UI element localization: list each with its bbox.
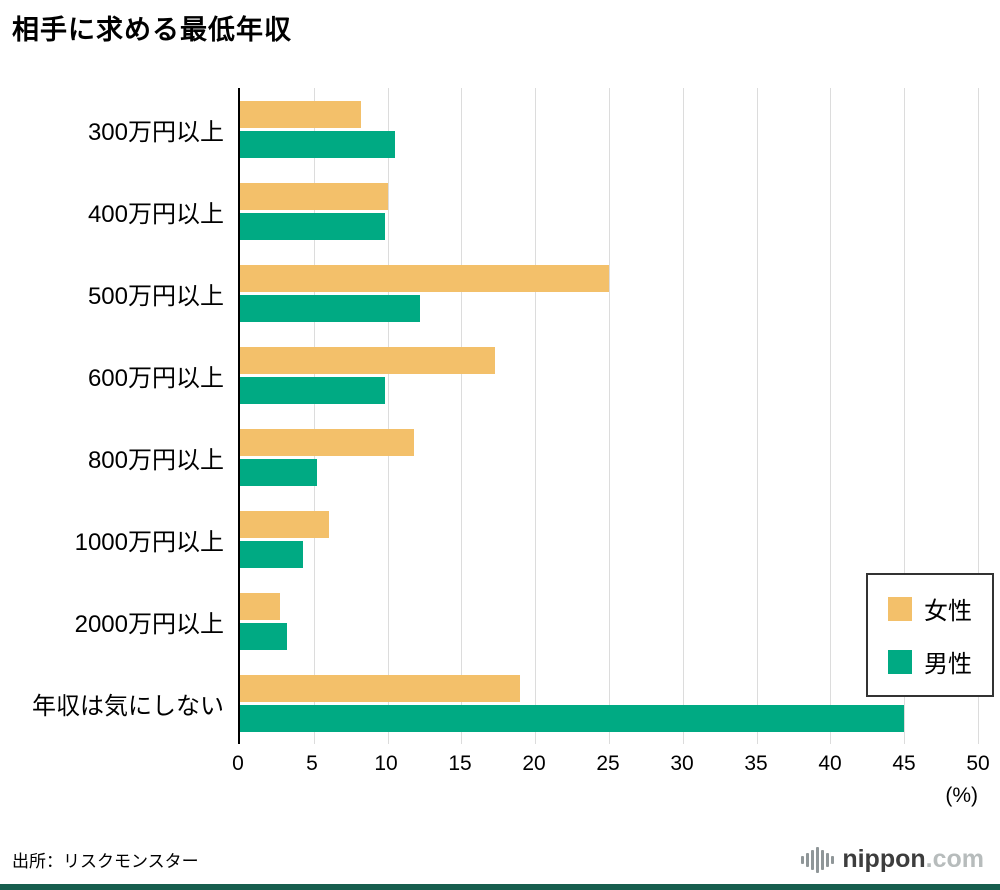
bar-男性 (240, 294, 421, 322)
category-label: 年収は気にしない (32, 692, 224, 720)
logo-tld: .com (925, 845, 984, 873)
x-tick-label: 30 (670, 752, 694, 775)
x-tick-label: 45 (892, 752, 916, 775)
gridline (904, 88, 906, 744)
bar-group (240, 662, 978, 744)
legend-label: 男性 (924, 651, 972, 678)
bar-男性 (240, 458, 317, 486)
source-note: 出所：リスクモンスター (12, 852, 199, 871)
bar-group (240, 580, 978, 662)
gridline (609, 88, 610, 744)
bar-女性 (240, 182, 388, 210)
x-axis-ticks: 0 5 10 15 20 25 30 35 40 45 50 (232, 744, 990, 778)
gridline (535, 88, 537, 744)
gridline (978, 88, 979, 744)
bar-group (240, 170, 978, 252)
legend: 女性 男性 (866, 573, 994, 697)
bar-男性 (240, 540, 304, 568)
bar-group (240, 88, 978, 170)
legend-item: 男性 (888, 644, 972, 679)
logo-text: nippon.com (842, 845, 984, 874)
legend-swatch (888, 596, 912, 621)
category-label: 400万円以上 (87, 200, 224, 228)
x-tick-label: 0 (232, 752, 244, 775)
bar-group (240, 334, 978, 416)
bar-男性 (240, 622, 288, 650)
bar-chart: 300万円以上 400万円以上 500万円以上 600万円以上 800万円以上 1000万… (12, 88, 990, 808)
bar-男性 (240, 130, 395, 158)
x-tick-label: 40 (818, 752, 842, 775)
x-tick-label: 25 (596, 752, 620, 775)
bar-女性 (240, 346, 496, 374)
bar-女性 (240, 264, 609, 292)
bar-男性 (240, 376, 385, 404)
footer: 出所：リスクモンスター nippon.com (12, 845, 984, 874)
gridline (830, 88, 832, 744)
gridline (756, 88, 758, 744)
bar-女性 (240, 592, 280, 620)
chart-body: 300万円以上 400万円以上 500万円以上 600万円以上 800万円以上 1000万… (12, 88, 979, 744)
plot-area (238, 88, 979, 744)
nippon-logo: nippon.com (801, 845, 984, 874)
legend-item: 女性 (888, 591, 972, 626)
category-label: 2000万円以上 (74, 610, 224, 638)
x-axis-unit-label: (%) (945, 784, 978, 807)
gridline (682, 88, 684, 744)
gridline (387, 88, 389, 744)
legend-swatch (888, 649, 912, 674)
gridline (461, 88, 463, 744)
gridline (313, 88, 315, 744)
bottom-accent-strip (0, 884, 1000, 890)
bar-女性 (240, 100, 362, 128)
bar-女性 (240, 510, 329, 538)
x-tick-label: 50 (966, 752, 990, 775)
x-tick-label: 15 (448, 752, 472, 775)
category-labels: 300万円以上 400万円以上 500万円以上 600万円以上 800万円以上 1000万… (12, 88, 238, 744)
category-label: 300万円以上 (87, 118, 224, 146)
category-label: 600万円以上 (87, 364, 224, 392)
bar-男性 (240, 212, 385, 240)
category-label: 800万円以上 (87, 446, 224, 474)
category-label: 1000万円以上 (74, 528, 224, 556)
bar-groups (240, 88, 978, 744)
gridlines (240, 88, 979, 744)
bar-group (240, 498, 978, 580)
legend-label: 女性 (924, 598, 972, 625)
chart-title: 相手に求める最低年収 (12, 15, 292, 45)
bar-group (240, 416, 978, 498)
bar-女性 (240, 428, 415, 456)
logo-name: nippon (842, 845, 926, 873)
x-tick-label: 35 (744, 752, 768, 775)
x-tick-label: 20 (522, 752, 546, 775)
category-label: 500万円以上 (87, 282, 224, 310)
bar-女性 (240, 674, 521, 702)
x-tick-label: 10 (374, 752, 398, 775)
x-tick-label: 5 (306, 752, 318, 775)
soundwave-icon (801, 846, 835, 873)
bar-group (240, 252, 978, 334)
bar-男性 (240, 704, 905, 732)
